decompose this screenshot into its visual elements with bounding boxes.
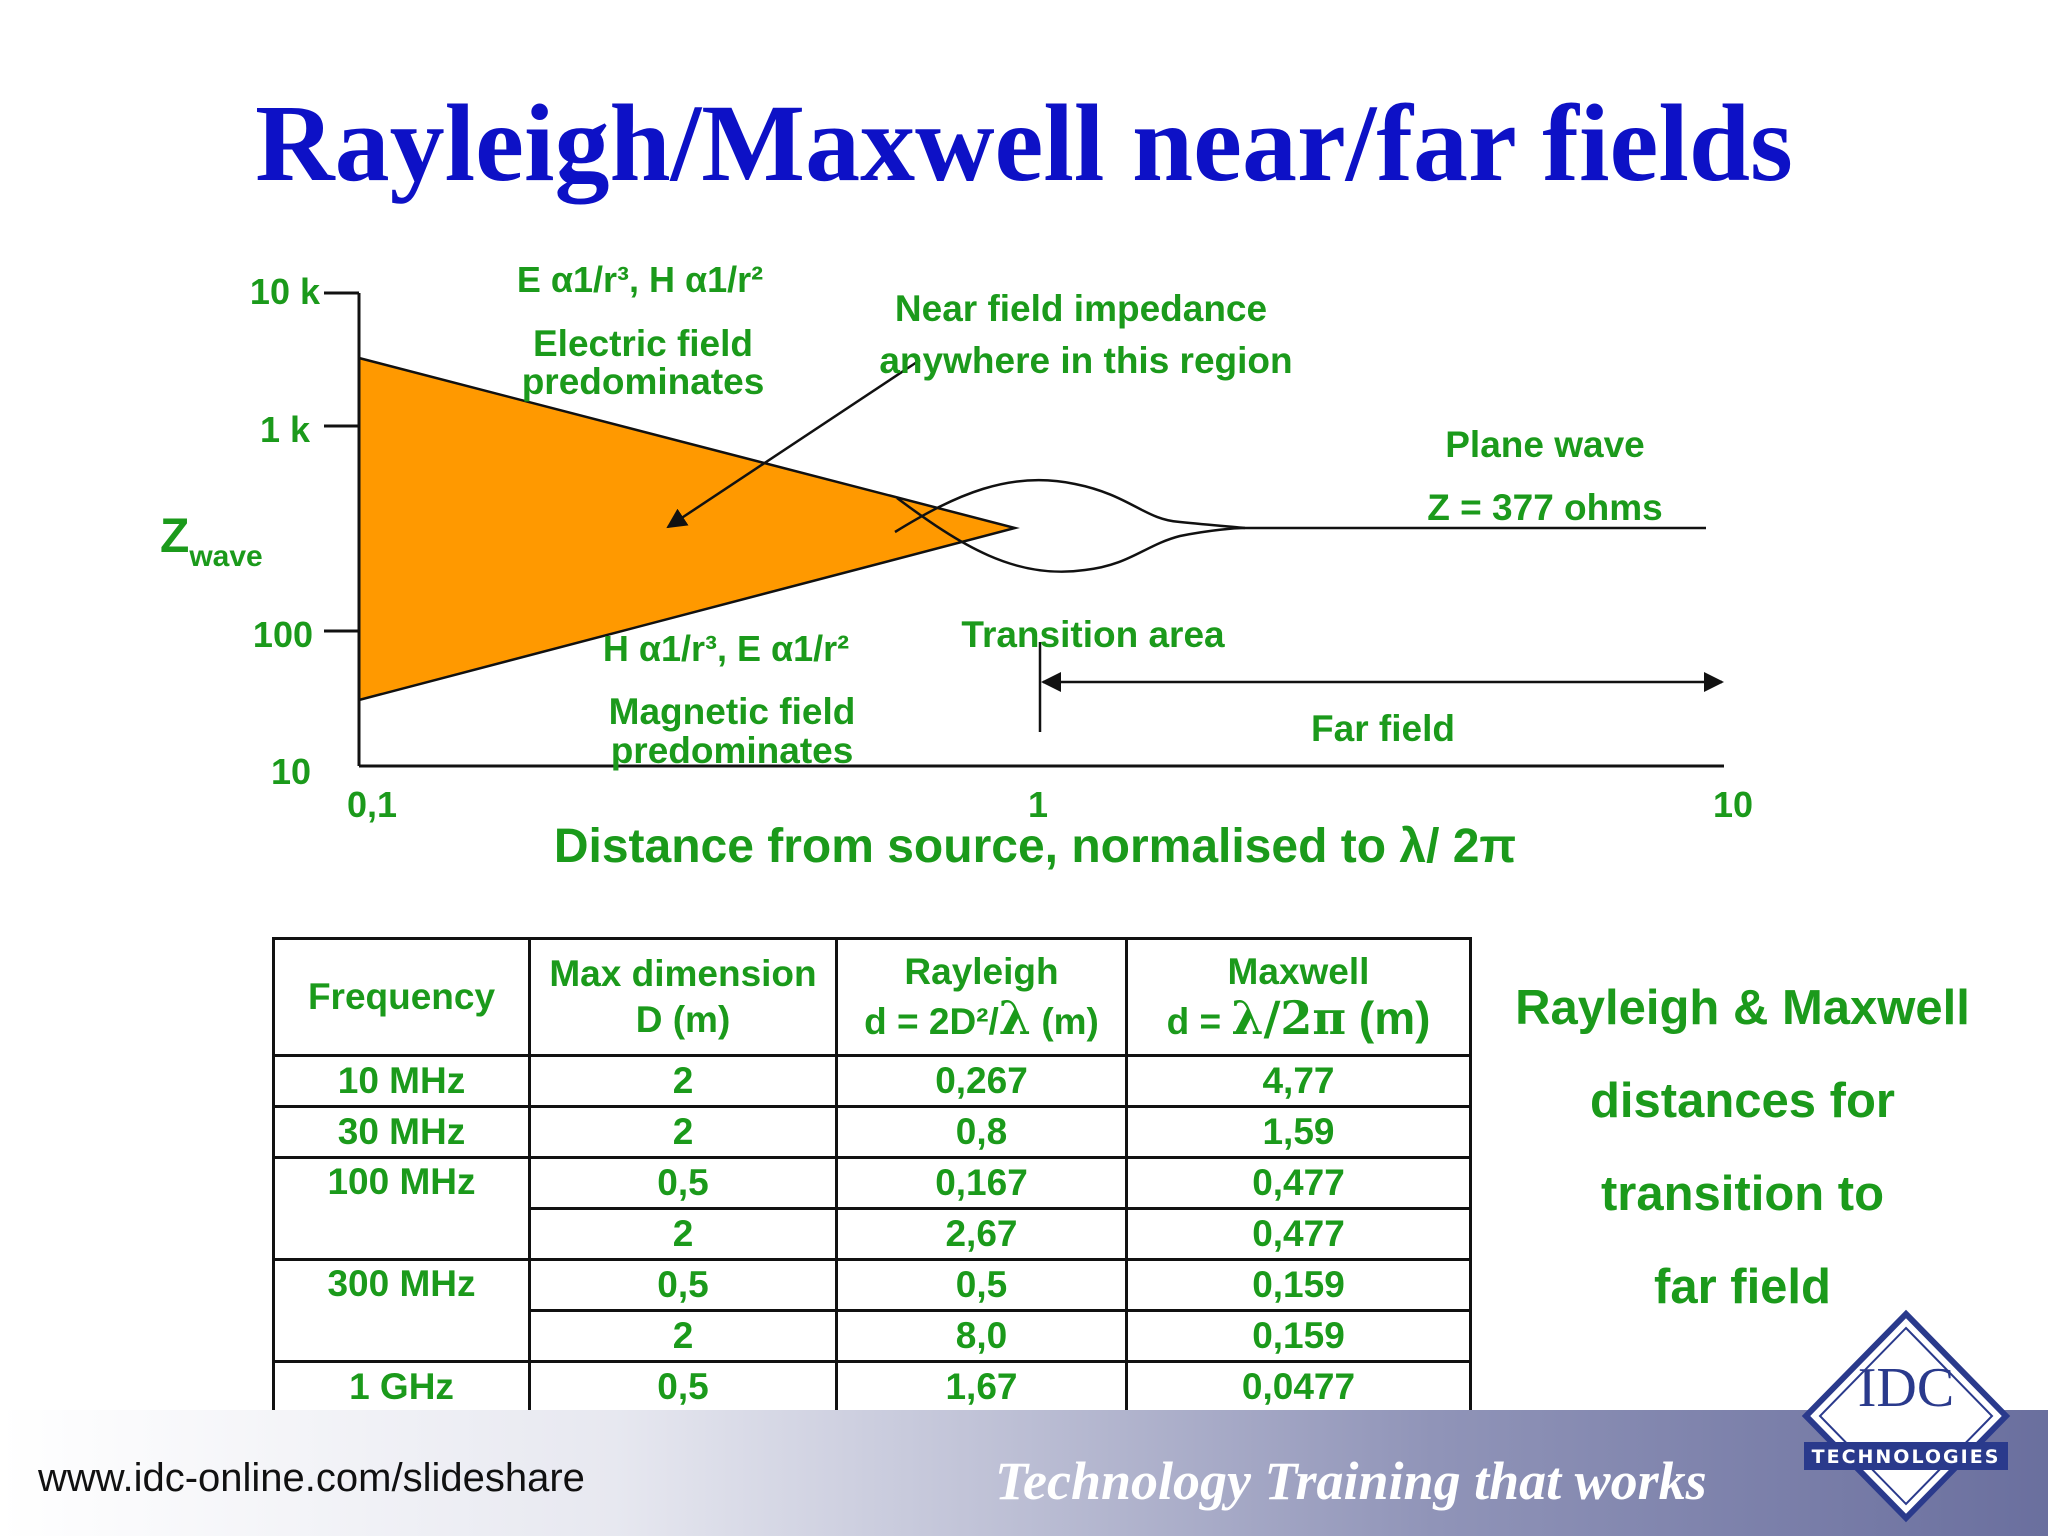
cell-rayleigh: 0,167 [835,1156,1128,1210]
cell-rayleigh: 1,67 [835,1360,1128,1414]
table-row: 2 2,67 0,477 [274,1207,1472,1261]
logo-diamond-inner [1818,1326,1994,1506]
table-row: 10 MHz 2 0,267 4,77 [272,1054,1472,1108]
y-axis-label-sub: wave [188,540,262,573]
idc-logo: IDC TECHNOLOGIES [1801,1309,2011,1523]
rayleigh-formula-post: (m) [1031,1001,1099,1042]
y-tick-label-10: 10 [271,751,311,792]
maxwell-formula: λ/2π [1231,991,1347,1045]
side-caption-line: far field [1654,1260,1831,1314]
table-row: 1 GHz 0,5 1,67 0,0477 [272,1360,1472,1414]
distance-table: Frequency Max dimension D (m) Rayleigh d… [272,937,1472,1414]
cell-max-dimension: 0,5 [528,1156,838,1210]
cell-max-dimension: 2 [528,1105,838,1159]
lower-formula: H α1/r³, E α1/r² [603,628,849,669]
cell-max-dimension: 0,5 [528,1360,838,1414]
x-axis-label: Distance from source, normalised to λ/ 2… [554,820,1516,873]
upper-formula: E α1/r³, H α1/r² [517,259,763,300]
maxwell-formula-post: (m) [1346,992,1431,1044]
footer-url[interactable]: www.idc-online.com/slideshare [38,1456,585,1500]
cell-maxwell: 4,77 [1125,1054,1472,1108]
header-frequency: Frequency [272,937,531,1057]
y-axis-label-main: Z [160,510,189,563]
y-tick-label-10k: 10 k [250,271,321,312]
cell-frequency: 1 GHz [272,1360,531,1414]
cell-frequency: 300 MHz [272,1258,531,1363]
cell-max-dimension: 2 [528,1309,838,1363]
header-maxwell-line2: d = λ/2π (m) [1128,995,1469,1045]
cell-rayleigh: 0,5 [835,1258,1128,1312]
header-max-dimension-line1: Max dimension [549,953,817,994]
logo-sub-text: TECHNOLOGIES [1812,1446,2001,1468]
rayleigh-formula-pre: d = 2D²/ [864,1001,999,1042]
far-field-label: Far field [1311,708,1455,749]
header-rayleigh-line1: Rayleigh [904,951,1059,992]
cell-max-dimension: 2 [528,1207,838,1261]
x-tick-label-1: 1 [1028,784,1048,825]
transition-area-label: Transition area [961,614,1225,655]
side-caption-line: distances for [1590,1074,1895,1128]
header-maxwell: Maxwell d = λ/2π (m) [1125,937,1472,1057]
y-axis-label: Zwave [160,510,263,573]
side-caption-line: transition to [1600,1167,1885,1221]
impedance-diagram: 10 k 1 k 100 10 0,1 1 10 Zwave Distance … [160,259,1753,873]
cell-maxwell: 0,477 [1125,1207,1472,1261]
slide-title: Rayleigh/Maxwell near/far fields [255,82,1793,204]
transition-curve-lower [896,496,1246,573]
logo-band [1804,1442,2008,1470]
header-max-dimension-line2: D (m) [635,999,731,1040]
near-impedance-label-2: anywhere in this region [879,340,1292,381]
transition-curve-upper [894,478,1246,534]
table-row: 300 MHz 0,5 0,5 0,159 [272,1258,1472,1363]
cell-rayleigh: 0,8 [835,1105,1128,1159]
rayleigh-lambda: λ [998,991,1032,1045]
y-tick-label-100: 100 [253,614,313,655]
cell-rayleigh: 0,267 [835,1054,1128,1108]
side-caption-line: Rayleigh & Maxwell [1515,981,1970,1035]
cell-max-dimension: 0,5 [528,1258,838,1312]
electric-field-label: Electric field [533,323,753,364]
cell-maxwell: 0,159 [1125,1309,1472,1363]
cell-maxwell: 0,0477 [1125,1360,1472,1414]
cell-maxwell: 1,59 [1125,1105,1472,1159]
header-rayleigh: Rayleigh d = 2D²/λ (m) [835,937,1128,1057]
footer-band [0,1410,2048,1536]
cell-frequency: 30 MHz [272,1105,531,1159]
cell-rayleigh: 8,0 [835,1309,1128,1363]
header-rayleigh-line2: d = 2D²/λ (m) [838,995,1125,1045]
x-tick-label-0-1: 0,1 [347,784,397,825]
maxwell-formula-pre: d = [1166,1001,1232,1042]
table-row: 30 MHz 2 0,8 1,59 [272,1105,1472,1159]
footer-tagline: Technology Training that works [995,1451,1707,1511]
plane-wave-label: Plane wave [1445,424,1645,465]
side-caption: Rayleigh & Maxwell distances for transit… [1490,962,1995,1334]
cell-frequency: 10 MHz [272,1054,531,1108]
table-header-row: Frequency Max dimension D (m) Rayleigh d… [272,937,1472,1057]
cell-max-dimension: 2 [528,1054,838,1108]
table-row: 2 8,0 0,159 [274,1309,1472,1363]
magnetic-field-label: Magnetic field [609,691,856,732]
near-impedance-label: Near field impedance [895,288,1267,329]
cell-rayleigh: 2,67 [835,1207,1128,1261]
cell-frequency: 100 MHz [272,1156,531,1261]
magnetic-field-label-2: predominates [611,730,854,771]
plane-wave-impedance: Z = 377 ohms [1427,487,1662,528]
table-row: 100 MHz 0,5 0,167 0,477 [272,1156,1472,1261]
electric-field-label-2: predominates [522,361,765,402]
x-tick-label-10: 10 [1713,784,1753,825]
header-max-dimension: Max dimension D (m) [528,937,838,1057]
header-maxwell-line1: Maxwell [1227,951,1370,992]
logo-main-text: IDC [1858,1357,1954,1419]
cell-maxwell: 0,477 [1125,1156,1472,1210]
y-tick-label-1k: 1 k [260,409,311,450]
cell-maxwell: 0,159 [1125,1258,1472,1312]
near-field-pointer-arrow [666,358,921,529]
